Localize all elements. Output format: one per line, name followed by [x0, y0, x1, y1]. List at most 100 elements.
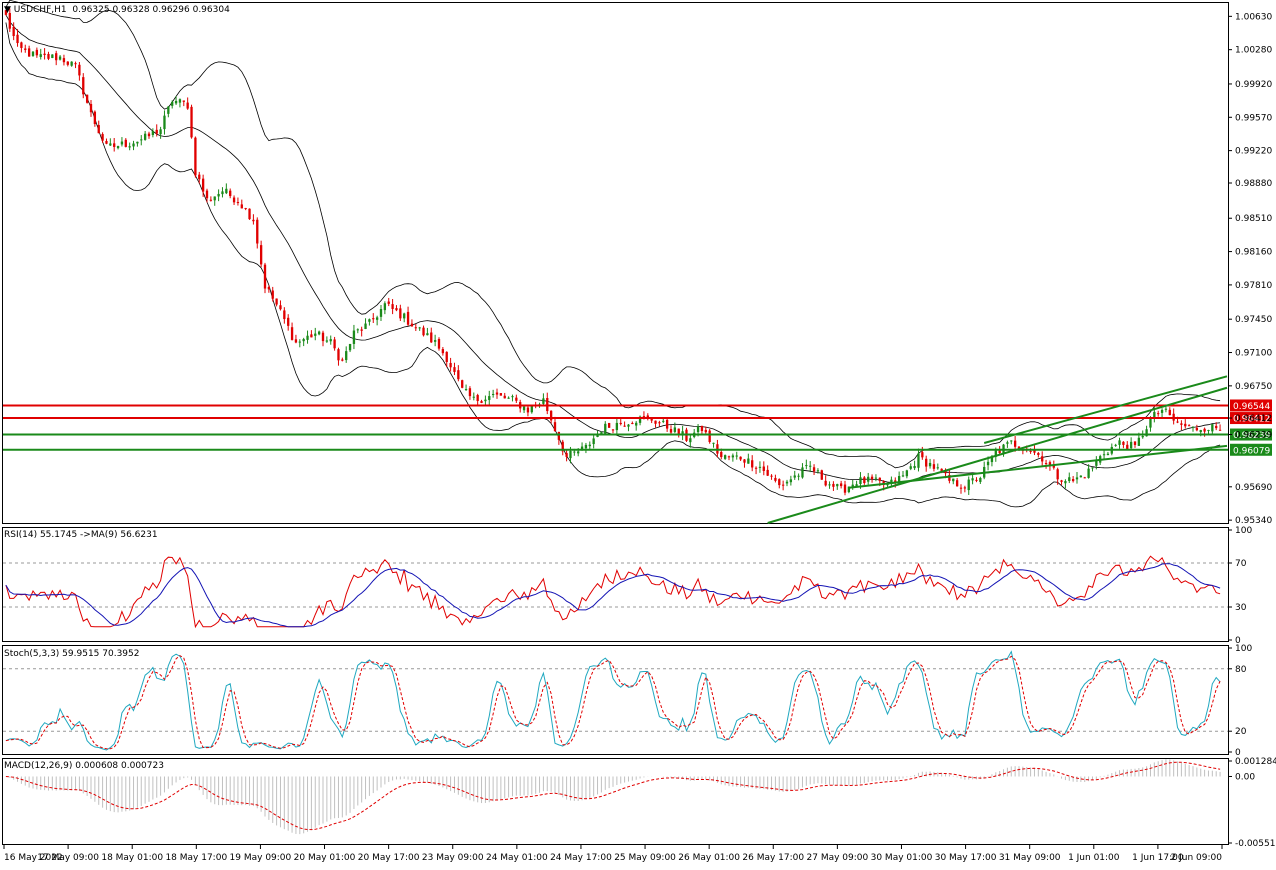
price-tick-label: 0.96239: [1235, 431, 1272, 441]
candle-body: [116, 146, 120, 149]
candle-body: [310, 334, 313, 338]
candle-body: [1122, 441, 1125, 445]
candle: [422, 325, 425, 337]
candle-body: [955, 480, 959, 487]
pane-tick-label: -0.005519: [1235, 839, 1276, 849]
price-axis: 0.96544 0.96412 0.96239 0.96079 1.00630 1.002…: [1228, 12, 1272, 526]
candle-body: [244, 208, 247, 210]
candle: [356, 328, 359, 334]
candle-body: [78, 64, 81, 76]
candle-body: [348, 343, 352, 351]
candle-body: [375, 317, 379, 320]
candle: [1126, 441, 1129, 451]
candle-body: [1180, 423, 1183, 425]
candle-body: [62, 58, 66, 63]
candle-body: [832, 483, 835, 487]
candle-body: [785, 481, 789, 484]
candle: [457, 365, 460, 382]
candle-body: [925, 458, 928, 467]
candle-body: [600, 432, 603, 434]
candle: [70, 61, 73, 67]
candle-body: [1118, 440, 1121, 445]
candle: [426, 327, 429, 336]
candle: [16, 29, 19, 47]
candle: [623, 421, 626, 427]
candle: [395, 305, 398, 312]
candle-body: [1068, 477, 1071, 481]
candle-body: [379, 309, 383, 317]
candle: [681, 425, 684, 441]
time-tick-label: 26 May 17:00: [742, 853, 804, 863]
candle: [383, 301, 387, 315]
candle: [306, 330, 309, 344]
rsi-label: RSI(14) 55.1745 ->MA(9) 56.6231: [4, 530, 158, 540]
candle: [256, 217, 259, 249]
candle: [495, 388, 499, 399]
candle-body: [557, 431, 561, 440]
candle-body: [464, 389, 468, 391]
candle: [828, 481, 831, 489]
candle-body: [399, 308, 402, 319]
time-tick-label: 23 May 09:00: [422, 853, 484, 863]
candle: [39, 48, 42, 60]
pane-tick-label: 0.001284: [1235, 757, 1276, 767]
candle: [870, 474, 874, 483]
candle: [704, 426, 707, 435]
candle-body: [205, 190, 209, 199]
candle-body: [93, 111, 97, 125]
candle: [631, 421, 634, 425]
candle-body: [948, 475, 951, 481]
candle-body: [356, 329, 359, 331]
candle: [213, 196, 216, 206]
candle: [140, 135, 143, 146]
level-badge-label: 0.96079: [1233, 446, 1270, 456]
candle: [758, 461, 762, 473]
candle-body: [1191, 426, 1195, 428]
candle-body: [480, 401, 483, 403]
candle-body: [979, 478, 982, 482]
candle-body: [665, 419, 669, 429]
candle-body: [751, 460, 754, 468]
candle: [1010, 440, 1013, 445]
candle-body: [101, 134, 104, 141]
candle-body: [816, 470, 820, 472]
candle-body: [839, 483, 843, 487]
candle: [890, 476, 893, 487]
candle: [507, 396, 510, 399]
candle: [867, 472, 870, 485]
candle-body: [426, 333, 429, 336]
candle: [480, 399, 483, 404]
symbol-header[interactable]: ▼ USDCHF,H1 0.96325 0.96328 0.96296 0.96…: [4, 5, 230, 15]
candle: [155, 124, 158, 137]
candle: [143, 130, 147, 141]
candle: [820, 469, 823, 480]
price-tick-label: 0.97100: [1235, 349, 1272, 359]
candle-body: [905, 470, 909, 477]
candle-body: [406, 311, 410, 325]
price-pane: [3, 0, 1228, 524]
time-tick-label: 16 May 2022: [4, 853, 63, 863]
candle-body: [878, 477, 881, 481]
candle-body: [132, 143, 135, 147]
candle-body: [758, 466, 762, 468]
candle-body: [453, 367, 456, 372]
candle-body: [476, 395, 479, 402]
candle-body: [886, 484, 889, 486]
candle-body: [781, 484, 785, 486]
candle: [476, 393, 479, 405]
candle: [35, 47, 39, 58]
candle-body: [1168, 409, 1171, 416]
candle-body: [936, 467, 939, 469]
candle-body: [372, 318, 375, 320]
candle: [952, 478, 955, 485]
candle: [928, 458, 932, 469]
candle: [236, 197, 240, 206]
dropdown-arrow-icon[interactable]: ▼: [4, 5, 11, 15]
candle: [248, 208, 251, 220]
candle-body: [998, 450, 1001, 454]
candle-body: [1083, 477, 1086, 479]
candle-body: [809, 465, 812, 467]
candle: [345, 346, 348, 363]
